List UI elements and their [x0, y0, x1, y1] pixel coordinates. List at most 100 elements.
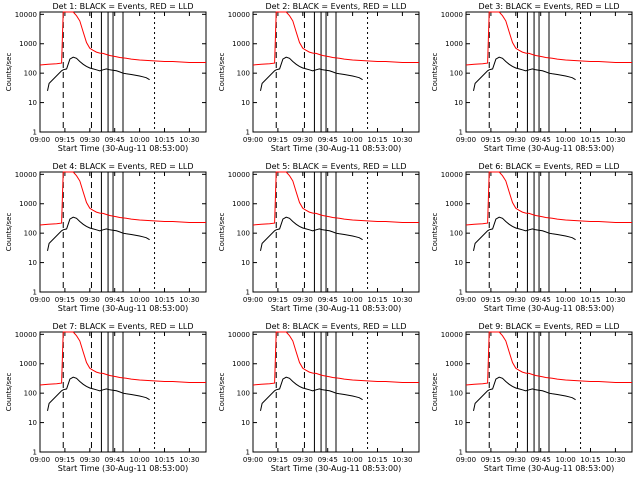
y-tick-label: 1: [33, 449, 37, 457]
events-series-line: [473, 376, 576, 412]
x-tick-label: 09:45: [531, 456, 551, 464]
x-tick-label: 09:45: [531, 136, 551, 144]
chart-title: Det 9: BLACK = Events, RED = LLD: [479, 322, 620, 331]
chart-svg: Det 5: BLACK = Events, RED = LLD 1 10 100 10…: [218, 162, 420, 313]
y-tick-label: 10000: [228, 331, 250, 339]
y-tick-label: 100: [450, 70, 463, 78]
x-tick-label: 09:45: [318, 296, 338, 304]
y-tick-label: 1000: [445, 360, 463, 368]
x-tick-label: 09:30: [80, 136, 100, 144]
chart-title: Det 6: BLACK = Events, RED = LLD: [479, 162, 620, 171]
x-tick-label: 09:30: [506, 136, 526, 144]
y-axis-label: Counts/sec: [218, 53, 226, 92]
chart-svg: Det 2: BLACK = Events, RED = LLD 1 10 100 10…: [218, 2, 420, 153]
y-tick-label: 1: [33, 129, 37, 137]
lld-series-line: [252, 331, 419, 386]
events-series-line: [260, 56, 363, 92]
y-tick-label: 1: [459, 449, 463, 457]
y-tick-label: 10000: [441, 331, 463, 339]
x-axis-label: Start Time (30-Aug-11 08:53:00): [484, 144, 615, 153]
lld-series-line: [465, 331, 632, 386]
y-tick-label: 100: [450, 390, 463, 398]
x-tick-label: 10:30: [392, 136, 412, 144]
x-tick-label: 10:15: [367, 136, 387, 144]
x-tick-label: 09:00: [456, 456, 476, 464]
y-tick-label: 10: [454, 259, 463, 267]
y-tick-label: 100: [450, 230, 463, 238]
y-tick-label: 1000: [19, 200, 37, 208]
lld-series-line: [39, 171, 206, 226]
y-tick-label: 1: [246, 449, 250, 457]
y-tick-label: 1000: [445, 40, 463, 48]
x-tick-label: 10:30: [179, 296, 199, 304]
y-tick-label: 100: [24, 230, 37, 238]
x-tick-label: 10:15: [367, 296, 387, 304]
chart-panel: Det 8: BLACK = Events, RED = LLD 1 10 100 10…: [213, 320, 426, 480]
x-tick-label: 09:45: [318, 136, 338, 144]
x-tick-label: 09:00: [456, 296, 476, 304]
y-tick-label: 1: [246, 129, 250, 137]
x-tick-label: 09:00: [243, 456, 263, 464]
chart-title: Det 4: BLACK = Events, RED = LLD: [53, 162, 194, 171]
y-tick-label: 1: [246, 289, 250, 297]
x-tick-label: 09:30: [293, 456, 313, 464]
x-tick-label: 09:15: [481, 136, 501, 144]
x-tick-label: 10:15: [580, 136, 600, 144]
events-series-line: [260, 376, 363, 412]
chart-panel: Det 3: BLACK = Events, RED = LLD 1 10 100 10…: [426, 0, 639, 160]
x-tick-label: 09:00: [243, 296, 263, 304]
lld-series-line: [252, 171, 419, 226]
lld-series-line: [252, 11, 419, 66]
y-tick-label: 10000: [15, 331, 37, 339]
events-series-line: [47, 376, 150, 412]
x-tick-label: 10:00: [130, 136, 150, 144]
y-tick-label: 100: [237, 70, 250, 78]
x-tick-label: 10:30: [392, 296, 412, 304]
x-tick-label: 09:30: [293, 296, 313, 304]
y-tick-label: 10: [454, 419, 463, 427]
x-tick-label: 09:15: [268, 456, 288, 464]
y-tick-label: 10000: [15, 171, 37, 179]
x-tick-label: 10:15: [154, 456, 174, 464]
y-tick-label: 1000: [19, 40, 37, 48]
x-tick-label: 10:00: [343, 136, 363, 144]
x-tick-label: 10:30: [605, 136, 625, 144]
chart-panel: Det 5: BLACK = Events, RED = LLD 1 10 100 10…: [213, 160, 426, 320]
x-tick-label: 10:15: [154, 136, 174, 144]
x-tick-label: 09:00: [456, 136, 476, 144]
x-tick-label: 10:00: [556, 136, 576, 144]
events-series-line: [47, 216, 150, 252]
y-tick-label: 10: [241, 99, 250, 107]
y-tick-label: 10000: [228, 171, 250, 179]
x-tick-label: 10:00: [343, 456, 363, 464]
y-tick-label: 1000: [232, 200, 250, 208]
x-tick-label: 09:15: [55, 136, 75, 144]
x-tick-label: 10:15: [367, 456, 387, 464]
chart-svg: Det 8: BLACK = Events, RED = LLD 1 10 100 10…: [218, 322, 420, 473]
y-axis-label: Counts/sec: [431, 373, 439, 412]
x-tick-label: 10:30: [179, 136, 199, 144]
chart-panel: Det 6: BLACK = Events, RED = LLD 1 10 100 10…: [426, 160, 639, 320]
y-tick-label: 1000: [19, 360, 37, 368]
x-tick-label: 10:00: [130, 296, 150, 304]
x-tick-label: 10:15: [580, 296, 600, 304]
x-tick-label: 10:30: [179, 456, 199, 464]
x-tick-label: 09:30: [506, 296, 526, 304]
events-series-line: [473, 56, 576, 92]
x-tick-label: 09:30: [506, 456, 526, 464]
x-tick-label: 10:00: [556, 296, 576, 304]
y-tick-label: 1000: [232, 360, 250, 368]
chart-title: Det 3: BLACK = Events, RED = LLD: [479, 2, 620, 11]
chart-title: Det 7: BLACK = Events, RED = LLD: [53, 322, 194, 331]
x-axis-label: Start Time (30-Aug-11 08:53:00): [271, 304, 402, 313]
y-tick-label: 10: [241, 419, 250, 427]
y-axis-label: Counts/sec: [5, 53, 13, 92]
x-tick-label: 09:00: [243, 136, 263, 144]
y-tick-label: 10: [28, 259, 37, 267]
x-tick-label: 09:00: [30, 456, 50, 464]
y-axis-label: Counts/sec: [5, 373, 13, 412]
y-tick-label: 10: [28, 99, 37, 107]
chart-panel: Det 1: BLACK = Events, RED = LLD 1 10 100 10…: [0, 0, 213, 160]
y-tick-label: 1000: [232, 40, 250, 48]
x-axis-label: Start Time (30-Aug-11 08:53:00): [58, 464, 189, 473]
